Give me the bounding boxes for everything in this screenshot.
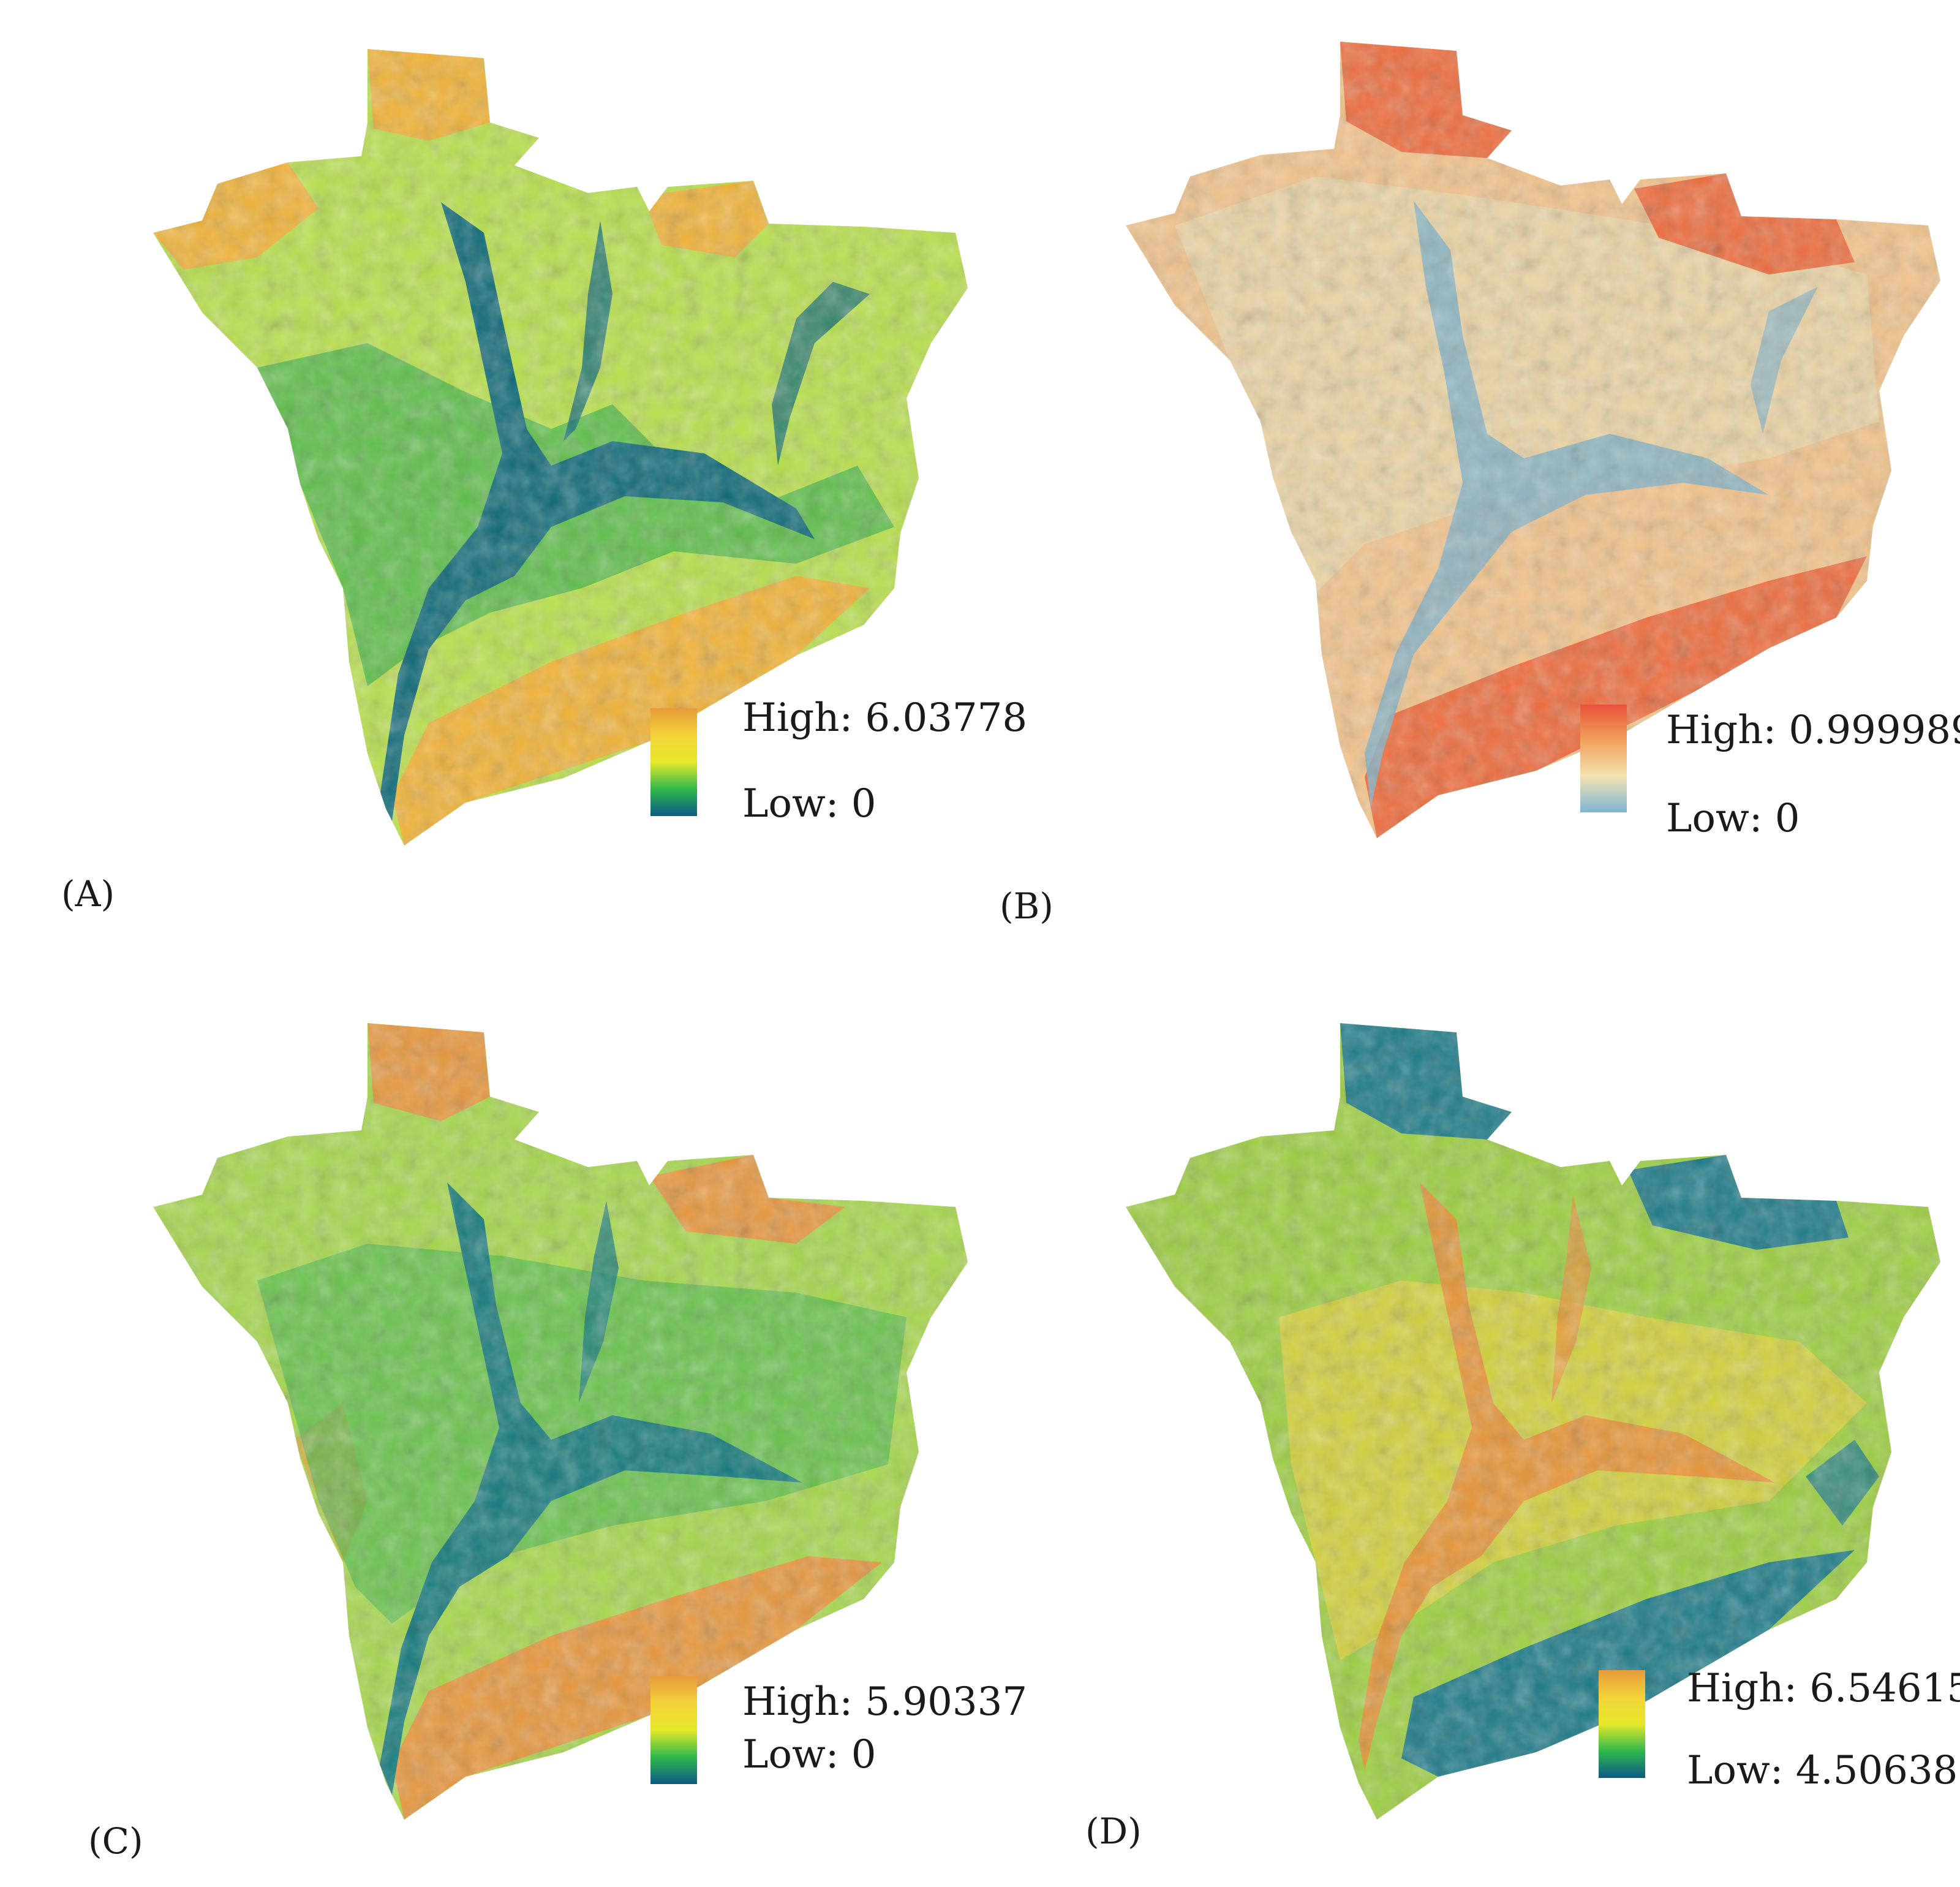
map-panel-c: High: 5.90337 Low: 0 (C)	[0, 944, 1027, 1887]
legend-high-b: High: 0.999989	[1666, 708, 1960, 753]
legend-low-d: Low: 4.50638	[1687, 1748, 1958, 1793]
legend-high-c: High: 5.90337	[742, 1679, 1028, 1725]
colorbar-b	[1580, 705, 1627, 812]
map-panel-d: High: 6.54615 Low: 4.50638 (D)	[980, 944, 1960, 1887]
legend-low-b: Low: 0	[1666, 796, 1800, 841]
legend-low-a: Low: 0	[742, 781, 876, 826]
raster-map-a	[153, 49, 968, 845]
colorbar-d	[1599, 1670, 1645, 1778]
map-panel-a: High: 6.03778 Low: 0 (A)	[0, 0, 1027, 944]
legend-low-c: Low: 0	[742, 1732, 876, 1777]
panel-label-b: (B)	[1000, 885, 1054, 927]
panel-label-d: (D)	[1085, 1810, 1142, 1852]
legend-high-d: High: 6.54615	[1687, 1666, 1960, 1711]
raster-map-c	[153, 1023, 968, 1820]
raster-map-d	[1126, 1023, 1940, 1820]
panel-label-c: (C)	[88, 1820, 143, 1862]
panel-label-a: (A)	[61, 873, 115, 915]
colorbar-c	[650, 1676, 697, 1784]
raster-map-b	[1126, 42, 1940, 838]
map-panel-b: High: 0.999989 Low: 0 (B)	[980, 0, 1960, 944]
colorbar-a	[650, 708, 697, 816]
legend-high-a: High: 6.03778	[742, 695, 1028, 741]
